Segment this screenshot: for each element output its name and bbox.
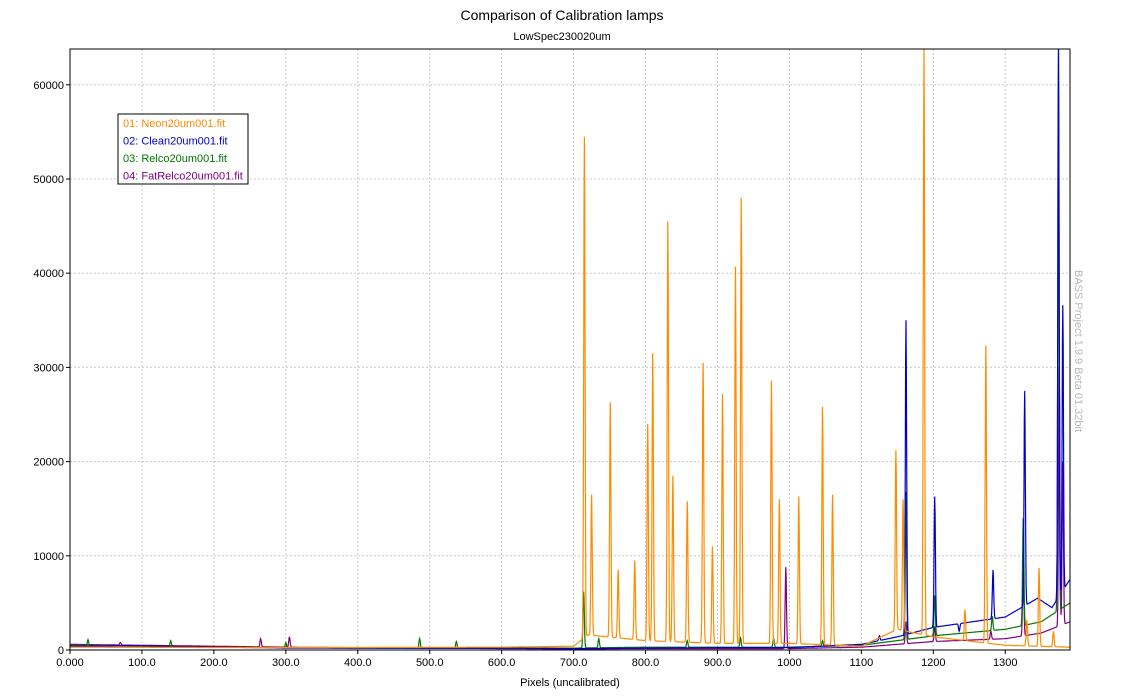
y-tick-label: 30000 <box>33 362 64 374</box>
x-tick-label: 1100 <box>850 657 874 669</box>
x-tick-label: 100.0 <box>128 657 156 669</box>
x-tick-label: 0.000 <box>56 657 84 669</box>
series-line-neon <box>70 48 1070 649</box>
legend-entry-neon: 01: Neon20um001.fit <box>123 118 225 130</box>
y-tick-label: 10000 <box>33 551 64 563</box>
legend: 01: Neon20um001.fit 02: Clean20um001.fit 0… <box>117 113 249 185</box>
legend-box <box>117 113 249 185</box>
y-tick-label: 50000 <box>33 174 64 186</box>
x-tick-label: 400.0 <box>344 657 372 669</box>
x-tick-label: 1200 <box>921 657 945 669</box>
legend-entry-relco: 03: Relco20um001.fit <box>123 153 227 165</box>
watermark: BASS Project 1.9.9 Beta 01.32bit <box>1072 270 1084 432</box>
chart-subtitle: LowSpec230020um <box>513 31 610 43</box>
x-tick-label: 1000 <box>777 657 801 669</box>
x-tick-label: 900.0 <box>704 657 732 669</box>
legend-entry-fatrelco: 04: FatRelco20um001.fit <box>123 171 243 183</box>
x-tick-label: 700.0 <box>560 657 588 669</box>
y-tick-label: 40000 <box>33 268 64 280</box>
x-tick-label: 500.0 <box>416 657 444 669</box>
chart-title: Comparison of Calibration lamps <box>460 7 663 23</box>
x-tick-label: 1300 <box>993 657 1017 669</box>
y-axis-ticks: 0 10000 20000 30000 40000 50000 60000 <box>33 80 70 657</box>
y-tick-label: 0 <box>58 645 64 657</box>
x-tick-label: 800.0 <box>632 657 660 669</box>
x-tick-label: 600.0 <box>488 657 516 669</box>
plot-frame <box>69 48 1071 651</box>
x-axis-label: Pixels (uncalibrated) <box>520 677 620 689</box>
y-tick-label: 60000 <box>33 80 64 92</box>
x-tick-label: 300.0 <box>272 657 300 669</box>
x-axis-ticks: 0.000 100.0 200.0 300.0 400.0 500.0 600.0 700.0… <box>56 650 1017 669</box>
y-tick-label: 20000 <box>33 457 64 469</box>
x-tick-label: 200.0 <box>200 657 228 669</box>
legend-entry-clean: 02: Clean20um001.fit <box>123 136 228 148</box>
series-layer <box>69 48 1071 650</box>
